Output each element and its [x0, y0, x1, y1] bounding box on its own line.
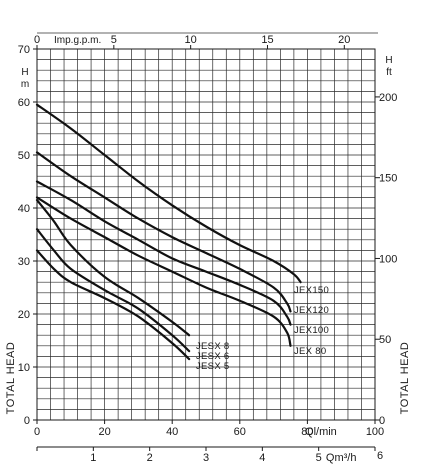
- m3h-tick-label: 4: [259, 452, 265, 464]
- right-tick-label: 150: [379, 173, 397, 185]
- curve-jex100: [35, 180, 292, 326]
- left-unit: m: [21, 79, 29, 90]
- right-tick-label: 200: [379, 92, 397, 104]
- series-label-jex150: JEX150: [294, 285, 329, 296]
- top-tick-label: 15: [261, 34, 273, 46]
- axis-ticks: [33, 45, 380, 451]
- m3h-tick-label: 5: [316, 452, 322, 464]
- curve-jesx-6: [35, 228, 191, 353]
- m3h-tick-label: 6: [377, 450, 383, 462]
- left-tick-label: 70: [18, 44, 30, 56]
- plot-frame: [36, 48, 376, 421]
- right-unit-symbol: H: [385, 55, 392, 66]
- bottom-tick-label: 40: [166, 426, 178, 438]
- m3h-axis-unit: Qm³/h: [326, 452, 357, 464]
- series-label-jesx-5: JESX 5: [196, 361, 229, 372]
- right-tick-label: 50: [379, 334, 391, 346]
- left-tick-label: 20: [18, 309, 30, 321]
- curve-jex-80: [35, 196, 292, 347]
- right-unit: ft: [386, 67, 392, 78]
- bottom-tick-label: 80: [301, 426, 313, 438]
- left-tick-label: 10: [18, 362, 30, 374]
- top-tick-label: 20: [338, 34, 350, 46]
- top-tick-label: 10: [185, 34, 197, 46]
- curve-jex150: [35, 103, 302, 284]
- series-label-jex-80: JEX 80: [294, 346, 326, 357]
- bottom-tick-label: 60: [234, 426, 246, 438]
- left-tick-label: 40: [18, 203, 30, 215]
- series-label-jex100: JEX100: [294, 325, 329, 336]
- left-tick-label: 50: [18, 150, 30, 162]
- right-tick-label: 0: [379, 415, 385, 427]
- bottom-tick-label: 0: [34, 426, 40, 438]
- m3h-tick-label: 1: [90, 452, 96, 464]
- curve-jex120: [35, 151, 292, 313]
- curve-jesx-5: [35, 249, 191, 361]
- left-unit-symbol: H: [21, 67, 28, 78]
- curve-jesx-8: [35, 199, 191, 337]
- grid: [37, 49, 375, 420]
- right-axis-title: TOTAL HEAD: [399, 342, 411, 415]
- left-axis-title: TOTAL HEAD: [5, 342, 17, 415]
- top-tick-label: 5: [111, 34, 117, 46]
- right-tick-label: 100: [379, 253, 397, 265]
- bottom-tick-label: 100: [366, 426, 384, 438]
- m3h-tick-label: 2: [147, 452, 153, 464]
- left-tick-label: 0: [24, 415, 30, 427]
- left-tick-label: 60: [18, 97, 30, 109]
- series-label-jesx-6: JESX 6: [196, 351, 229, 362]
- left-tick-label: 30: [18, 256, 30, 268]
- bottom-tick-label: 20: [98, 426, 110, 438]
- top-axis-unit: Imp.g.p.m.: [54, 35, 101, 46]
- series-label-jesx-8: JESX 8: [196, 341, 229, 352]
- series-label-jex120: JEX120: [294, 305, 329, 316]
- performance-curves: [35, 103, 302, 361]
- bottom-axis-unit: Ql/min: [305, 426, 337, 438]
- top-tick-label: 0: [34, 34, 40, 46]
- m3h-tick-label: 3: [203, 452, 209, 464]
